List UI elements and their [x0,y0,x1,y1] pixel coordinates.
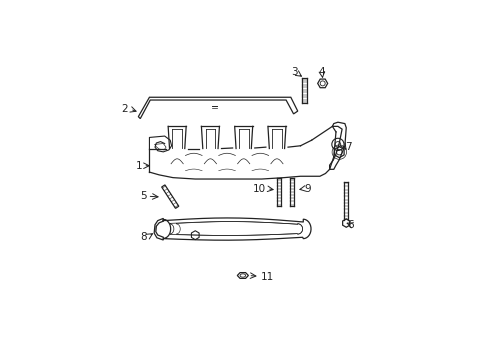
Text: 11: 11 [260,271,273,282]
Text: 3: 3 [291,67,298,77]
Text: 4: 4 [318,67,325,77]
Text: 2: 2 [121,104,127,114]
Text: 5: 5 [140,191,146,201]
Text: 1: 1 [136,161,142,171]
Text: 9: 9 [304,184,311,194]
Text: 7: 7 [344,141,351,152]
Text: 6: 6 [347,220,353,230]
Text: 10: 10 [252,184,265,194]
Text: 8: 8 [140,232,147,242]
